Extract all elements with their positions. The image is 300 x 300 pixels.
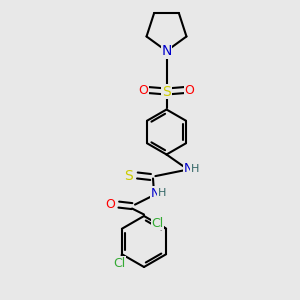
Text: N: N bbox=[151, 187, 160, 200]
Text: O: O bbox=[185, 83, 194, 97]
Text: Cl: Cl bbox=[113, 257, 126, 270]
Text: H: H bbox=[191, 164, 199, 174]
Text: N: N bbox=[161, 44, 172, 58]
Text: S: S bbox=[124, 169, 133, 182]
Text: N: N bbox=[184, 162, 193, 175]
Text: S: S bbox=[162, 85, 171, 98]
Text: H: H bbox=[158, 188, 166, 199]
Text: Cl: Cl bbox=[152, 217, 164, 230]
Text: O: O bbox=[139, 83, 148, 97]
Text: O: O bbox=[105, 198, 115, 211]
